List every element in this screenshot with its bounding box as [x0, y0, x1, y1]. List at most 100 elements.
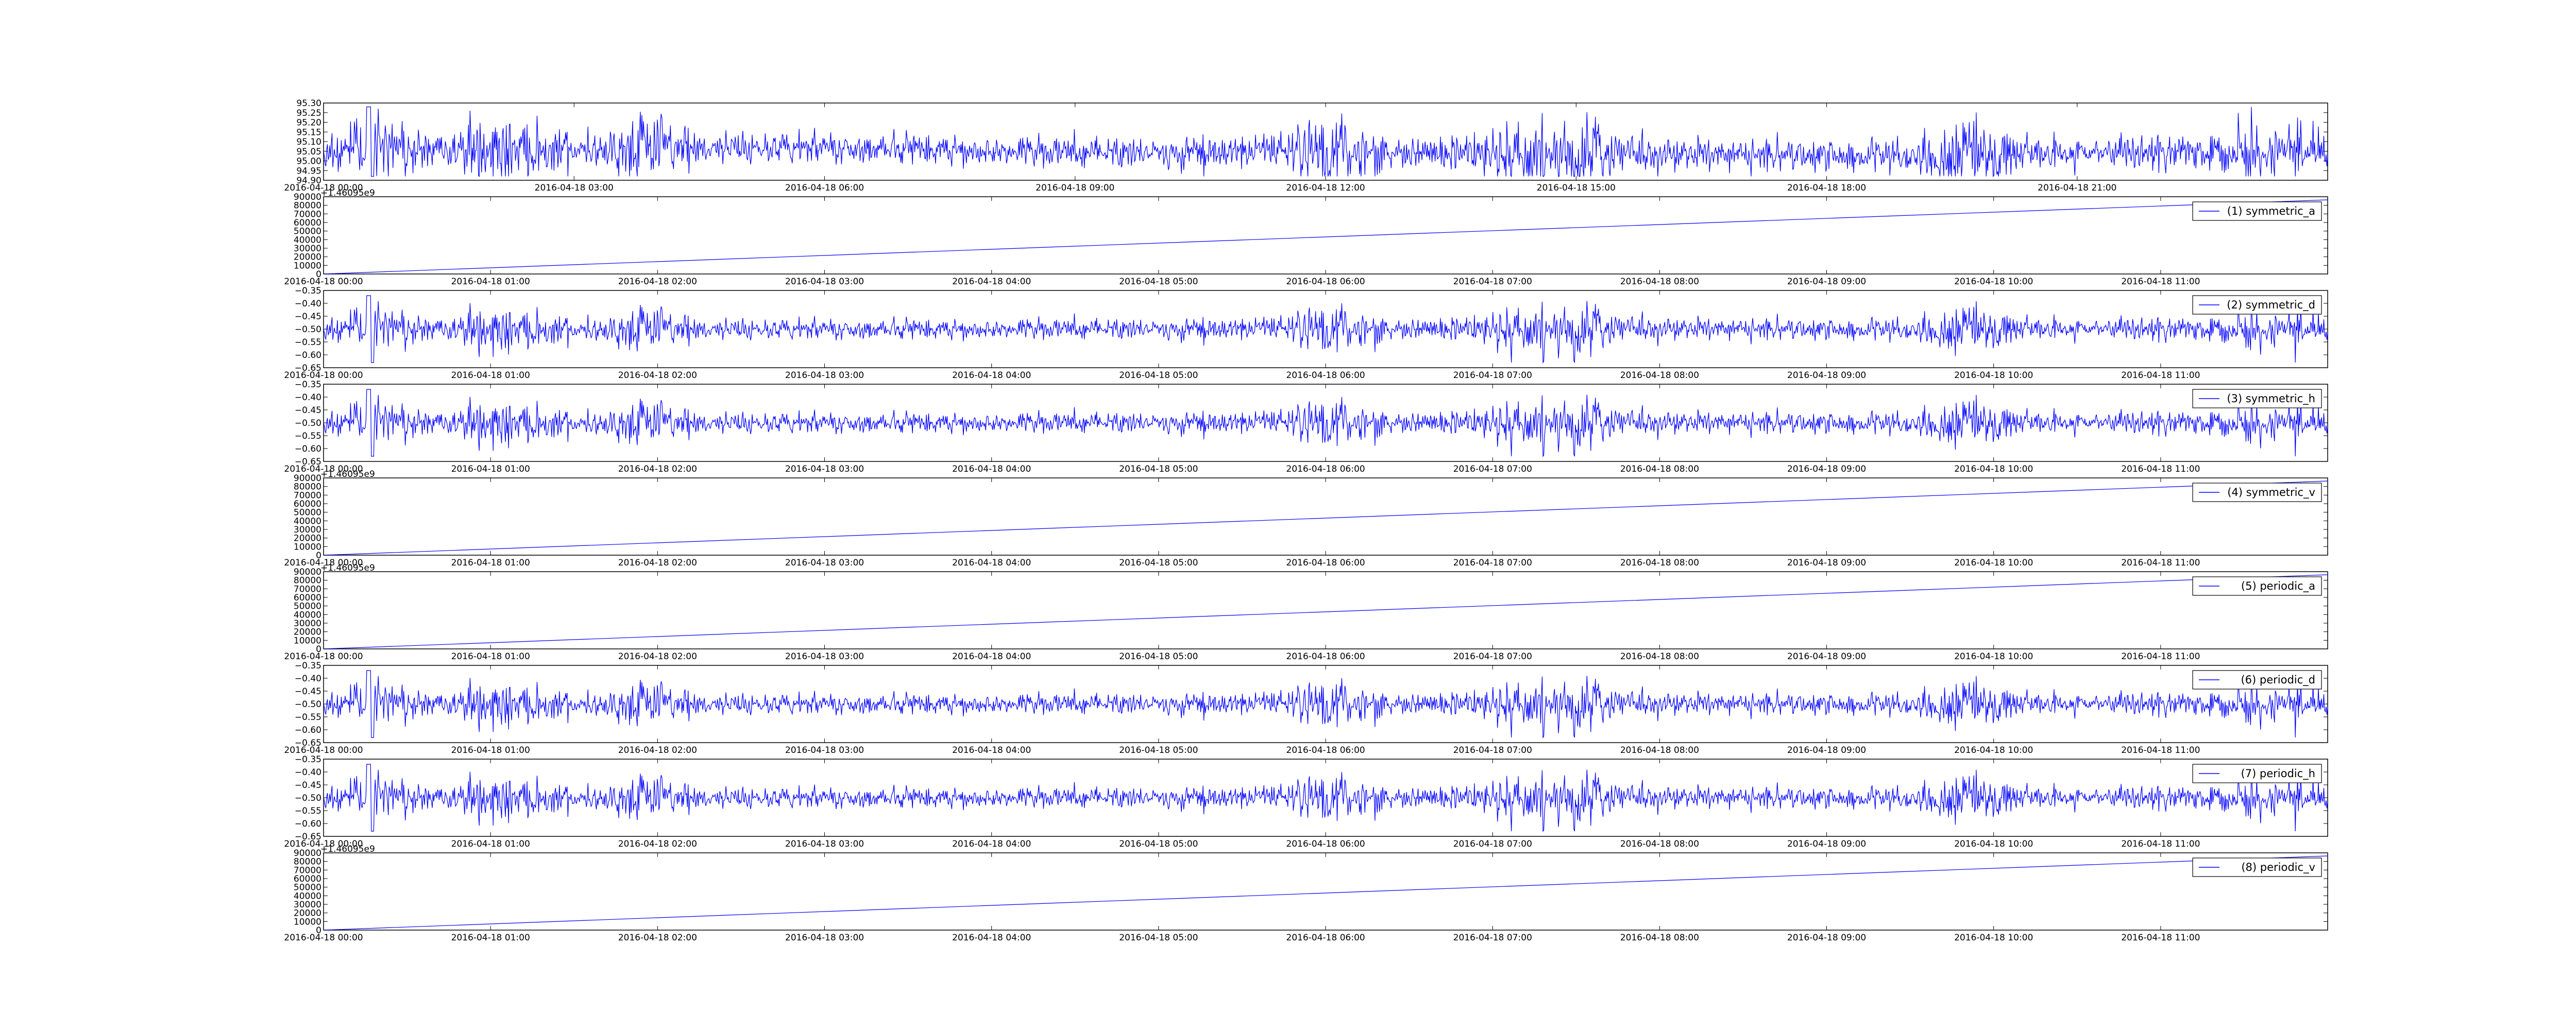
x-tick-label: 2016-04-18 18:00 — [1787, 183, 1866, 193]
subplot-6: 0100002000030000400005000060000700008000… — [284, 563, 2328, 662]
x-tick-label: 2016-04-18 06:00 — [1286, 464, 1365, 474]
x-tick-label: 2016-04-18 03:00 — [535, 183, 614, 193]
x-tick-label: 2016-04-18 07:00 — [1453, 839, 1532, 849]
x-tick-label: 2016-04-18 05:00 — [1119, 839, 1198, 849]
legend-label: (1) symmetric_a — [2227, 205, 2315, 218]
x-tick-label: 2016-04-18 06:00 — [1286, 558, 1365, 568]
y-tick-label: 20000 — [294, 627, 321, 638]
series-line — [324, 106, 2328, 178]
axes-frame — [323, 571, 2328, 649]
y-tick-label: −0.65 — [295, 738, 321, 748]
legend-label: (4) symmetric_v — [2227, 486, 2315, 499]
axes-frame — [323, 384, 2328, 462]
x-tick-label: 2016-04-18 05:00 — [1119, 933, 1198, 943]
y-tick-label: −0.55 — [295, 337, 321, 348]
subplot-9: 0100002000030000400005000060000700008000… — [284, 844, 2328, 943]
x-tick-label: 2016-04-18 11:00 — [2121, 370, 2200, 381]
y-tick-label: −0.45 — [295, 686, 321, 697]
x-tick-label: 2016-04-18 07:00 — [1453, 277, 1532, 287]
x-tick-label: 2016-04-18 04:00 — [952, 651, 1031, 662]
y-offset-label: +1.46095e9 — [320, 188, 375, 198]
x-tick-label: 2016-04-18 03:00 — [785, 651, 864, 662]
y-tick-label: −0.40 — [295, 767, 321, 778]
y-tick-label: 70000 — [294, 865, 321, 876]
y-tick-label: 20000 — [294, 908, 321, 919]
y-tick-label: 95.30 — [296, 98, 321, 109]
x-tick-label: 2016-04-18 08:00 — [1620, 464, 1699, 474]
x-tick-label: 2016-04-18 10:00 — [1954, 558, 2033, 568]
x-tick-label: 2016-04-18 07:00 — [1453, 558, 1532, 568]
y-tick-label: 90000 — [294, 848, 321, 859]
series-line — [324, 480, 2328, 555]
x-tick-label: 2016-04-18 03:00 — [785, 370, 864, 381]
y-tick-label: 20000 — [294, 534, 321, 544]
x-tick-label: 2016-04-18 03:00 — [785, 745, 864, 756]
y-offset-label: +1.46095e9 — [320, 844, 375, 854]
x-tick-label: 2016-04-18 11:00 — [2121, 464, 2200, 474]
x-tick-label: 2016-04-18 04:00 — [952, 839, 1031, 849]
series-line — [324, 574, 2328, 649]
y-tick-label: 0 — [316, 269, 321, 280]
y-tick-label: 95.20 — [296, 118, 321, 128]
y-tick-label: 50000 — [294, 508, 321, 518]
x-tick-label: 2016-04-18 03:00 — [785, 933, 864, 943]
y-tick-label: 30000 — [294, 244, 321, 254]
x-tick-label: 2016-04-18 11:00 — [2121, 745, 2200, 756]
y-tick-label: −0.50 — [295, 418, 321, 428]
axes-frame — [323, 852, 2328, 931]
y-tick-label: 94.90 — [296, 176, 321, 186]
y-tick-label: 60000 — [294, 218, 321, 228]
y-tick-label: −0.65 — [295, 832, 321, 842]
x-tick-label: 2016-04-18 00:00 — [284, 277, 363, 287]
x-tick-label: 2016-04-18 06:00 — [1286, 745, 1365, 756]
x-tick-label: 2016-04-18 06:00 — [1286, 370, 1365, 381]
x-tick-label: 2016-04-18 04:00 — [952, 745, 1031, 756]
x-tick-label: 2016-04-18 01:00 — [451, 651, 530, 662]
x-tick-label: 2016-04-18 02:00 — [618, 745, 697, 756]
x-tick-label: 2016-04-18 07:00 — [1453, 933, 1532, 943]
x-tick-label: 2016-04-18 09:00 — [1787, 558, 1866, 568]
series-line — [324, 670, 2328, 739]
legend-label: (7) periodic_h — [2241, 767, 2315, 780]
y-tick-label: 60000 — [294, 593, 321, 603]
y-tick-label: 94.95 — [296, 166, 321, 176]
x-tick-label: 2016-04-18 01:00 — [451, 464, 530, 474]
y-tick-label: −0.50 — [295, 793, 321, 803]
x-tick-label: 2016-04-18 04:00 — [952, 277, 1031, 287]
x-tick-label: 2016-04-18 01:00 — [451, 745, 530, 756]
y-tick-label: 40000 — [294, 516, 321, 526]
x-tick-label: 2016-04-18 10:00 — [1954, 651, 2033, 662]
y-tick-label: −0.50 — [295, 324, 321, 335]
y-tick-label: −0.40 — [295, 674, 321, 684]
y-tick-label: 80000 — [294, 201, 321, 211]
x-tick-label: 2016-04-18 01:00 — [451, 370, 530, 381]
y-tick-label: 50000 — [294, 602, 321, 612]
x-tick-label: 2016-04-18 00:00 — [284, 558, 363, 568]
x-tick-label: 2016-04-18 00:00 — [284, 933, 363, 943]
x-tick-label: 2016-04-18 07:00 — [1453, 370, 1532, 381]
x-tick-label: 2016-04-18 15:00 — [1537, 183, 1616, 193]
y-tick-label: 60000 — [294, 499, 321, 509]
x-tick-label: 2016-04-18 09:00 — [1787, 464, 1866, 474]
axes-frame — [323, 290, 2328, 368]
y-tick-label: 95.05 — [296, 147, 321, 157]
x-tick-label: 2016-04-18 03:00 — [785, 839, 864, 849]
y-tick-label: 30000 — [294, 619, 321, 629]
x-tick-label: 2016-04-18 00:00 — [284, 651, 363, 662]
x-tick-label: 2016-04-18 08:00 — [1620, 745, 1699, 756]
axes-frame — [323, 665, 2328, 743]
x-tick-label: 2016-04-18 06:00 — [785, 183, 864, 193]
x-tick-label: 2016-04-18 02:00 — [618, 277, 697, 287]
x-tick-label: 2016-04-18 05:00 — [1119, 558, 1198, 568]
subplot-2: 0100002000030000400005000060000700008000… — [284, 188, 2328, 287]
x-tick-label: 2016-04-18 11:00 — [2121, 651, 2200, 662]
x-tick-label: 2016-04-18 12:00 — [1286, 183, 1365, 193]
y-tick-label: −0.45 — [295, 312, 321, 322]
legend-label: (5) periodic_a — [2241, 580, 2315, 593]
y-tick-label: 10000 — [294, 636, 321, 646]
y-tick-label: 60000 — [294, 874, 321, 884]
y-offset-label: +1.46095e9 — [320, 469, 375, 479]
y-tick-label: −0.35 — [295, 380, 321, 390]
x-tick-label: 2016-04-18 02:00 — [618, 651, 697, 662]
x-tick-label: 2016-04-18 00:00 — [284, 839, 363, 849]
